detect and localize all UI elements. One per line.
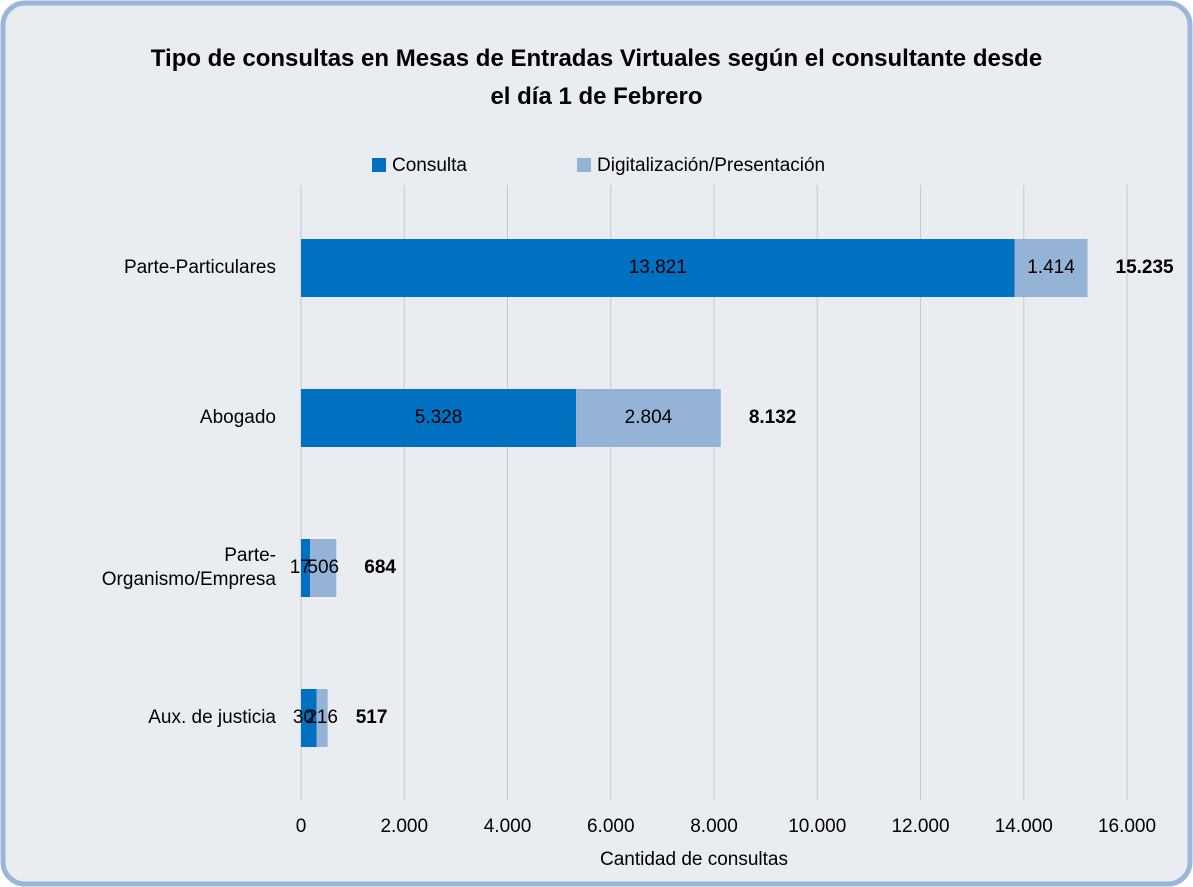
bar-segment: [301, 539, 311, 597]
legend-label: Digitalización/Presentación: [597, 155, 825, 176]
bar-segment: [301, 239, 1015, 297]
x-tick-label: 2.000: [380, 816, 428, 837]
bar-segment: [1014, 239, 1088, 297]
title-box: Tipo de consultas en Mesas de Entradas V…: [150, 45, 1043, 110]
x-tick-label: 8.000: [690, 816, 738, 837]
bar-segment: [316, 689, 328, 747]
total-label: 684: [364, 557, 396, 578]
x-tick-label: 4.000: [484, 816, 532, 837]
x-tick-label: 6.000: [587, 816, 635, 837]
chart-title: Tipo de consultas en Mesas de Entradas V…: [150, 45, 1043, 110]
x-tick-label: 12.000: [891, 816, 949, 837]
data-label: 2.804: [625, 407, 673, 428]
data-label: 1.414: [1027, 257, 1075, 278]
bar-segment: [301, 689, 317, 747]
x-tick-label: 10.000: [788, 816, 846, 837]
total-label: 517: [356, 707, 388, 728]
legend-label: Consulta: [392, 155, 467, 176]
total-label: 8.132: [749, 407, 797, 428]
y-tick-label: Abogado: [199, 407, 276, 428]
data-label: 216: [306, 707, 338, 728]
total-label: 15.235: [1116, 257, 1175, 278]
bar-segment: [301, 389, 577, 447]
bar-segment: [310, 539, 337, 597]
x-tick-label: 14.000: [995, 816, 1053, 837]
legend-swatch: [372, 158, 386, 172]
data-label: 13.821: [629, 257, 687, 278]
y-tick-label: Aux. de justicia: [148, 707, 276, 728]
x-tick-label: 16.000: [1098, 816, 1156, 837]
data-label: 506: [307, 557, 339, 578]
x-tick-label: 0: [296, 816, 307, 837]
y-tick-label: Parte-Particulares: [123, 257, 276, 278]
bar-segment: [576, 389, 721, 447]
x-axis-title: Cantidad de consultas: [600, 849, 788, 870]
data-label: 5.328: [415, 407, 463, 428]
legend-swatch: [577, 158, 591, 172]
y-tick-label: Parte-Organismo/Empresa: [101, 545, 276, 590]
